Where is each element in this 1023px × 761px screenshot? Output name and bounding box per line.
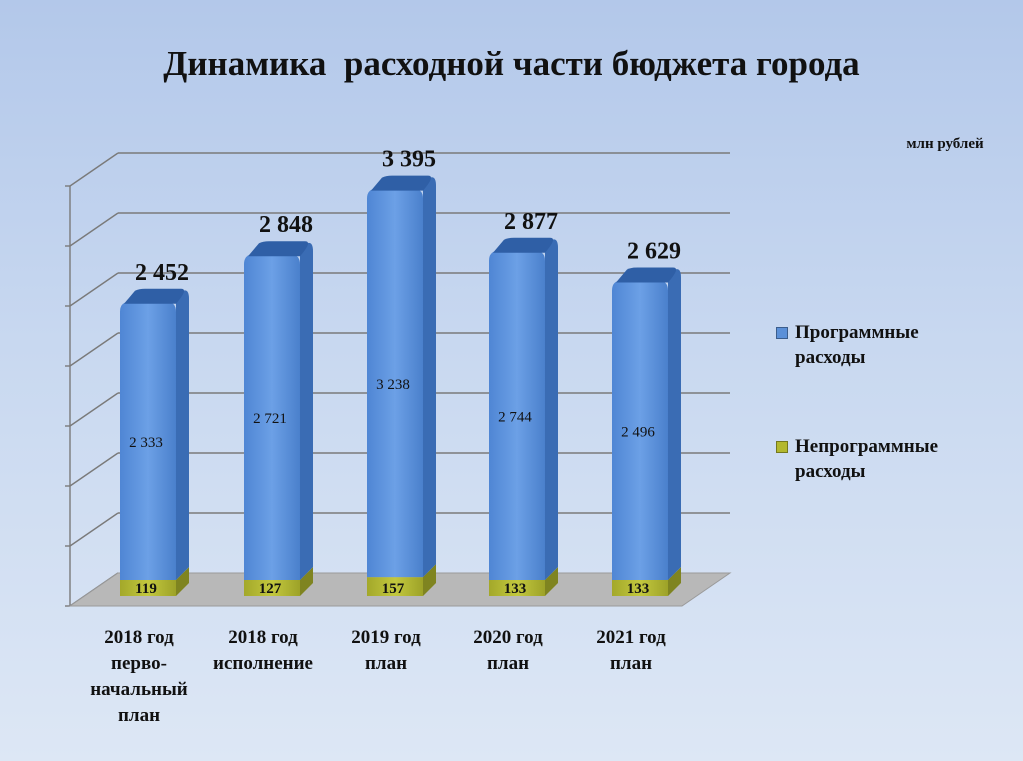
bars (120, 175, 681, 596)
value-label-program: 2 744 (498, 409, 532, 425)
legend-swatch-nonprogram (776, 441, 788, 453)
labels: 119 2 333 2 452 2018 год перво-начальный план… (90, 147, 681, 726)
value-label-nonprogram: 133 (504, 581, 527, 597)
gridline-side (69, 392, 119, 427)
bar-side-program (300, 242, 313, 580)
gridline-side (69, 212, 119, 247)
gridline-side (69, 332, 119, 367)
gridline-side (69, 272, 119, 307)
bar-top (371, 175, 432, 191)
bar-side-nonprogram (545, 567, 558, 596)
bar-side-nonprogram (423, 564, 436, 596)
bar-top (248, 241, 309, 257)
gridline-side (69, 152, 119, 187)
value-label-program: 3 238 (376, 377, 410, 393)
total-label: 2 848 (259, 212, 313, 238)
total-label: 3 395 (382, 147, 436, 173)
bar-4 (612, 267, 681, 596)
bar-segment-nonprogram (367, 577, 423, 596)
category-label: 2021 год (596, 627, 666, 648)
value-label-program: 2 333 (129, 435, 163, 451)
bar-top (493, 237, 554, 253)
category-label: 2019 год (351, 627, 421, 648)
value-label-nonprogram: 133 (627, 581, 650, 597)
bar-segment-program (612, 280, 668, 580)
category-label: 2018 год (228, 627, 298, 648)
bar-3 (489, 237, 558, 596)
total-label: 2 877 (504, 209, 558, 235)
legend-swatch-program (776, 327, 788, 339)
category-label: план (118, 705, 160, 726)
value-label-nonprogram: 157 (382, 581, 405, 597)
category-label: план (365, 653, 407, 674)
bar-segment-program (367, 188, 423, 578)
gridline-side (69, 452, 119, 487)
bar-0 (120, 288, 189, 596)
category-label: 2020 год (473, 627, 543, 648)
bar-side-program (423, 177, 436, 578)
bar-side-program (545, 239, 558, 580)
value-label-nonprogram: 127 (259, 581, 282, 597)
unit-label: млн рублей (906, 136, 984, 152)
bar-segment-nonprogram (612, 580, 668, 596)
legend-label-program-line1: Программные (795, 322, 919, 343)
bar-2 (367, 175, 436, 596)
bar-top (616, 267, 677, 283)
total-label: 2 452 (135, 260, 189, 286)
legend-label-nonprogram-line2: расходы (795, 461, 866, 482)
category-label: 2018 год (104, 627, 174, 648)
category-label: план (487, 653, 529, 674)
bar-segment-program (244, 254, 300, 581)
value-label-program: 2 496 (621, 424, 655, 440)
total-label: 2 629 (627, 239, 681, 265)
legend-label-nonprogram-line1: Непрограммные (795, 436, 939, 457)
bar-segment-program (120, 301, 176, 580)
value-label-nonprogram: 119 (135, 581, 157, 597)
bar-segment-nonprogram (244, 580, 300, 596)
gridline-side (69, 512, 119, 547)
bar-side-nonprogram (300, 567, 313, 596)
category-label: перво- (111, 653, 167, 674)
bar-side-program (176, 290, 189, 580)
bar-top (124, 288, 185, 304)
legend-label-program-line2: расходы (795, 347, 866, 368)
bar-segment-nonprogram (120, 580, 176, 596)
category-label: начальный (90, 679, 188, 700)
bar-side-nonprogram (176, 567, 189, 596)
bar-1 (244, 241, 313, 596)
category-label: план (610, 653, 652, 674)
bar-side-nonprogram (668, 567, 681, 596)
bar-segment-nonprogram (489, 580, 545, 596)
chart-title: Динамика расходной части бюджета города (163, 44, 860, 83)
value-label-program: 2 721 (253, 411, 287, 427)
bar-side-program (668, 269, 681, 580)
bar-segment-program (489, 250, 545, 580)
category-label: исполнение (213, 653, 313, 674)
